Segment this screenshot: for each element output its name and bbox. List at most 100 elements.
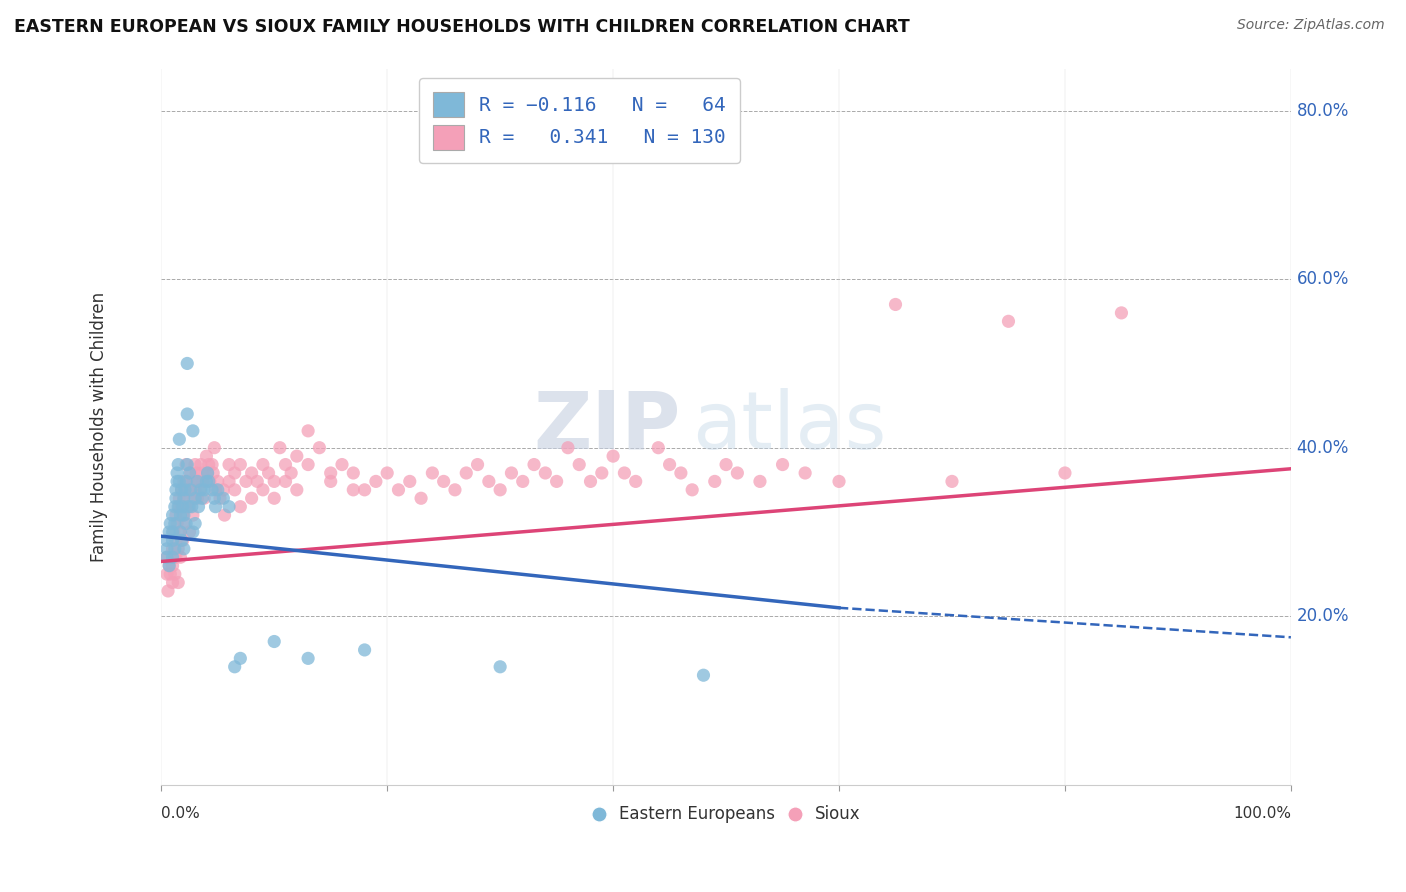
Point — [269, 441, 291, 455]
Point — [165, 533, 187, 548]
Point — [224, 466, 246, 480]
Point — [828, 475, 851, 489]
Point — [173, 491, 195, 506]
Point — [285, 449, 308, 463]
Point — [191, 475, 214, 489]
Point — [467, 458, 489, 472]
Point — [772, 458, 794, 472]
Point — [186, 491, 208, 506]
Text: EASTERN EUROPEAN VS SIOUX FAMILY HOUSEHOLDS WITH CHILDREN CORRELATION CHART: EASTERN EUROPEAN VS SIOUX FAMILY HOUSEHO… — [14, 18, 910, 36]
Point — [166, 516, 188, 531]
Text: ZIP: ZIP — [534, 388, 681, 466]
Point — [285, 483, 308, 497]
Point — [174, 458, 197, 472]
Text: 40.0%: 40.0% — [1296, 439, 1348, 457]
Point — [157, 558, 180, 573]
Text: Family Households with Children: Family Households with Children — [90, 292, 108, 562]
Point — [176, 475, 198, 489]
Point — [263, 634, 285, 648]
Point — [181, 508, 204, 522]
Point — [409, 491, 432, 506]
Point — [297, 458, 319, 472]
Point — [207, 483, 229, 497]
Point — [197, 466, 219, 480]
Legend: Eastern Europeans, Sioux: Eastern Europeans, Sioux — [585, 799, 868, 830]
Point — [163, 567, 186, 582]
Point — [173, 475, 195, 489]
Point — [157, 558, 180, 573]
Point — [179, 466, 201, 480]
Point — [163, 524, 186, 539]
Point — [156, 541, 179, 556]
Point — [163, 516, 186, 531]
Point — [184, 516, 207, 531]
Point — [186, 475, 208, 489]
Point — [489, 660, 512, 674]
Point — [170, 483, 193, 497]
Point — [624, 475, 647, 489]
Point — [214, 508, 236, 522]
Point — [229, 458, 252, 472]
Point — [157, 584, 180, 599]
Point — [212, 491, 235, 506]
Point — [197, 458, 219, 472]
Point — [166, 466, 188, 480]
Point — [669, 466, 692, 480]
Point — [167, 500, 190, 514]
Point — [725, 466, 748, 480]
Text: Source: ZipAtlas.com: Source: ZipAtlas.com — [1237, 18, 1385, 32]
Point — [170, 483, 193, 497]
Point — [187, 475, 209, 489]
Point — [263, 491, 285, 506]
Point — [174, 500, 197, 514]
Point — [647, 441, 669, 455]
Point — [159, 516, 181, 531]
Point — [208, 491, 231, 506]
Point — [319, 466, 342, 480]
Point — [353, 483, 375, 497]
Point — [169, 550, 191, 565]
Point — [191, 491, 214, 506]
Point — [714, 458, 737, 472]
Point — [422, 466, 444, 480]
Point — [184, 491, 207, 506]
Point — [274, 458, 297, 472]
Point — [658, 458, 681, 472]
Point — [190, 458, 212, 472]
Point — [235, 475, 257, 489]
Point — [297, 424, 319, 438]
Point — [202, 491, 225, 506]
Point — [501, 466, 523, 480]
Point — [176, 356, 198, 370]
Point — [174, 516, 197, 531]
Point — [202, 466, 225, 480]
Point — [201, 458, 224, 472]
Point — [342, 483, 364, 497]
Point — [884, 297, 907, 311]
Point — [534, 466, 557, 480]
Point — [174, 475, 197, 489]
Point — [375, 466, 398, 480]
Point — [692, 668, 714, 682]
Point — [169, 508, 191, 522]
Point — [197, 475, 219, 489]
Point — [433, 475, 456, 489]
Point — [387, 483, 409, 497]
Point — [180, 483, 202, 497]
Point — [184, 483, 207, 497]
Point — [613, 466, 636, 480]
Point — [173, 541, 195, 556]
Point — [187, 500, 209, 514]
Point — [169, 491, 191, 506]
Point — [703, 475, 725, 489]
Point — [218, 500, 240, 514]
Point — [201, 483, 224, 497]
Point — [257, 466, 280, 480]
Text: atlas: atlas — [692, 388, 887, 466]
Point — [180, 466, 202, 480]
Point — [229, 500, 252, 514]
Point — [165, 550, 187, 565]
Point — [156, 550, 179, 565]
Point — [181, 424, 204, 438]
Point — [342, 466, 364, 480]
